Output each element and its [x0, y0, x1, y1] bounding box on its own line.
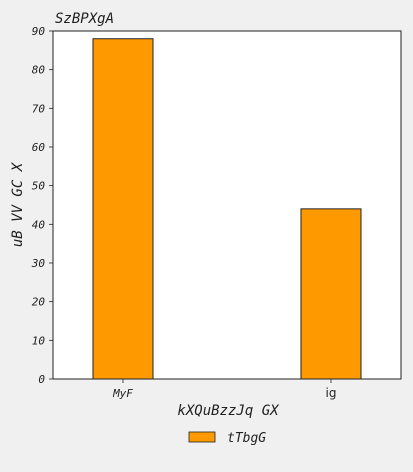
- y-tick-label: 50: [32, 180, 46, 193]
- y-tick-label: 80: [32, 64, 46, 77]
- y-tick-label: 40: [32, 218, 46, 231]
- y-tick-label: 90: [32, 25, 46, 38]
- legend-label: tTbgG: [227, 431, 266, 446]
- y-tick-label: 70: [32, 102, 46, 115]
- y-tick-label: 30: [31, 257, 46, 270]
- y-axis-label: uB VV GC X: [10, 161, 26, 247]
- y-tick-label: 60: [32, 141, 46, 154]
- x-axis-ticks: MyF ig: [112, 379, 336, 400]
- x-tick-label: ig: [326, 386, 337, 400]
- x-axis-label: kXQuBzzJq GX: [177, 403, 280, 419]
- y-axis-ticks: 0 10 20 30 40 50 60 70 80 90: [31, 25, 53, 386]
- bar-ig: [300, 208, 362, 380]
- chart-title: SzBPXgA: [55, 11, 114, 27]
- y-tick-label: 10: [32, 334, 46, 347]
- y-tick-label: 0: [38, 373, 45, 386]
- legend-swatch: [188, 431, 216, 443]
- y-tick-label: 20: [32, 296, 46, 309]
- bar-myf: [92, 38, 154, 380]
- legend: tTbgG: [188, 431, 266, 446]
- x-tick-label: MyF: [112, 387, 133, 400]
